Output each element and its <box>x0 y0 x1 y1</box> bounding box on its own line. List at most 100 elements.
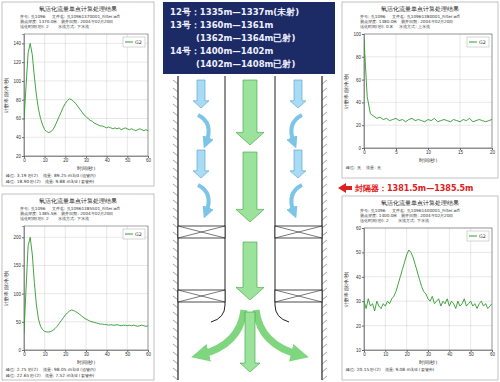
tubing-arrow <box>236 152 264 222</box>
casing-hatch <box>173 272 178 276</box>
chart-title: 氧活化流量单点计算处理结果 <box>381 199 459 206</box>
casing-hatch <box>322 136 327 140</box>
casing-hatch <box>173 296 178 300</box>
y-tick-mark <box>22 43 24 44</box>
grid-line-x <box>470 228 471 350</box>
y-tick-label: 10 <box>356 348 362 353</box>
casing-hatch <box>322 112 327 116</box>
casing-hatch <box>322 128 327 132</box>
x-tick-label: 40 <box>105 352 111 357</box>
x-tick: 40 <box>105 156 111 163</box>
chart-info: 活化时间(秒): 2 水流方式: 下水流 <box>20 24 89 29</box>
x-tick: 60 <box>146 350 152 357</box>
y-tick: 60 <box>356 226 364 231</box>
casing-hatch <box>173 160 178 164</box>
packer <box>178 226 225 238</box>
casing-hatch <box>173 184 178 188</box>
y-tick: 60 <box>16 116 24 121</box>
y-tick-mark <box>362 80 364 81</box>
casing-hatch <box>173 224 178 228</box>
x-axis: 0102030405060 <box>23 156 151 163</box>
casing-hatch <box>173 104 178 108</box>
y-tick-label: 80 <box>356 55 362 60</box>
flow-curve <box>291 185 302 213</box>
y-tick-label: 100 <box>353 32 361 37</box>
casing-hatch <box>322 368 327 372</box>
casing-hatch <box>322 360 327 364</box>
casing-hatch <box>322 240 327 244</box>
y-tick: 0 <box>18 348 24 353</box>
tubing-wall <box>225 76 226 305</box>
y-axis: 020406080100 <box>353 32 364 151</box>
x-tick: 0 <box>23 156 26 163</box>
grid-line-x <box>106 34 107 156</box>
y-axis-title: 计数率(脉冲/秒) <box>3 77 9 112</box>
x-tick-label: 30 <box>84 158 90 163</box>
flow-curve <box>198 115 209 143</box>
casing-hatch <box>322 336 327 340</box>
y-tick: 50 <box>16 320 24 325</box>
plot-frame <box>364 34 492 148</box>
y-tick: 40 <box>16 135 24 140</box>
series-group <box>364 250 492 311</box>
packer <box>275 290 322 302</box>
casing-hatch <box>322 312 327 316</box>
result-note: 峰位: 22.65 秒(2) 流量: 7.52 m3/d (套管外) <box>6 373 95 378</box>
x-tick-label: 0 <box>363 352 366 357</box>
casing-hatch <box>173 376 178 380</box>
packer-cross <box>275 226 322 238</box>
casing-hatch <box>173 232 178 236</box>
y-tick-label: 50 <box>356 250 362 255</box>
plot-frame <box>24 34 148 156</box>
grid <box>364 228 492 350</box>
x-tick-label: 40 <box>105 158 111 163</box>
outflow-curve <box>200 310 244 355</box>
panel-frame <box>342 2 498 178</box>
y-tick-mark <box>362 277 364 278</box>
x-tick-label: 10 <box>426 150 432 155</box>
plot-frame <box>364 228 492 350</box>
x-tick: 5 <box>395 148 398 155</box>
grid-line-x <box>385 228 386 350</box>
x-tick-label: 60 <box>490 352 496 357</box>
depth-label: (1362m—1364m已射) <box>196 33 295 43</box>
annulus-arrow <box>193 150 209 178</box>
y-tick-label: 0 <box>18 348 21 353</box>
depth-label: 14号：1400m—1402m <box>170 46 274 56</box>
panel-frame <box>2 2 154 186</box>
y-tick-mark <box>22 81 24 82</box>
casing-hatch <box>173 256 178 260</box>
x-tick: 20 <box>63 350 69 357</box>
y-tick: 80 <box>16 98 24 103</box>
grid <box>24 34 148 156</box>
tubing-flare <box>275 305 289 322</box>
y-tick: 40 <box>356 100 364 105</box>
chart-panel: 氧活化流量单点计算处理结果井号: 孔1096 文件名: 孔10961370001… <box>2 2 154 186</box>
result-note: 峰位: 18.90 秒(2) 流量: 9.88 m3/d (套管外) <box>6 179 95 184</box>
casing-hatch <box>322 184 327 188</box>
x-tick-label: 10 <box>43 158 49 163</box>
y-tick-mark <box>22 265 24 266</box>
x-axis: 0102030405060 <box>23 350 151 357</box>
x-tick-label: 0 <box>23 158 26 163</box>
x-tick-label: 20 <box>63 158 69 163</box>
casing-hatch <box>173 328 178 332</box>
legend-swatch <box>125 42 133 43</box>
tubing-arrow <box>236 242 264 300</box>
legend: G2 <box>123 229 145 239</box>
x-tick: 40 <box>105 350 111 357</box>
casing-hatch <box>173 240 178 244</box>
casing-hatch <box>173 360 178 364</box>
legend: G2 <box>123 37 145 47</box>
x-tick: 15 <box>458 148 464 155</box>
casing-hatch <box>322 272 327 276</box>
y-tick-mark <box>362 148 364 149</box>
casing-hatch <box>322 352 327 356</box>
legend: G2 <box>467 231 489 241</box>
casing-hatch <box>173 120 178 124</box>
x-tick-label: 60 <box>146 158 152 163</box>
grid-line-x <box>460 34 461 148</box>
legend-box <box>467 231 489 241</box>
series-group <box>364 40 492 122</box>
casing-hatch <box>173 192 178 196</box>
